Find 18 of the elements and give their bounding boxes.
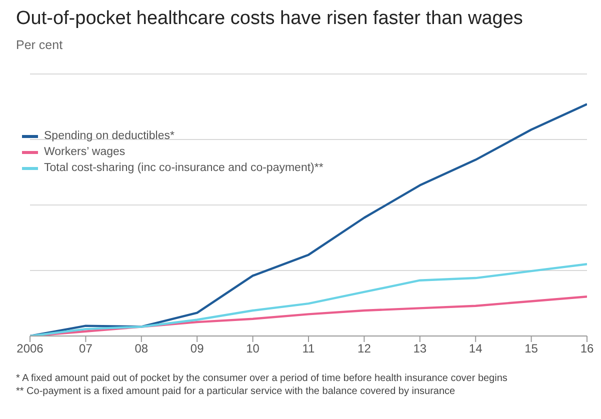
chart-title: Out-of-pocket healthcare costs have risen faster than wages <box>16 8 523 30</box>
x-tick-label: 15 <box>524 342 538 356</box>
text: ** Co-payment is a fixed amount paid for a particular service with the balance covered by insurance <box>16 385 456 398</box>
x-tick-label: 07 <box>79 342 93 356</box>
legend-label: Total cost-sharing (inc co-insurance and co-payment)** <box>44 162 324 174</box>
x-tick-label: 14 <box>468 342 483 356</box>
x-tick-label: 11 <box>302 342 316 356</box>
legend-label: Workers’ wages <box>44 146 126 158</box>
legend-label: Spending on deductibles* <box>44 130 174 142</box>
chart-subtitle: Per cent <box>16 38 63 52</box>
x-tick-label: 12 <box>358 342 372 356</box>
x-tick-label: 2006 <box>16 342 44 356</box>
x-tick-label: 10 <box>246 342 260 356</box>
x-tick-label: 09 <box>190 342 204 356</box>
x-tick-label: 16 <box>580 342 594 356</box>
x-tick-label: 13 <box>413 342 427 356</box>
text: * A fixed amount paid out of pocket by the consumer over a period of time before health insurance cover begins <box>16 372 508 385</box>
x-tick-label: 08 <box>134 342 148 356</box>
